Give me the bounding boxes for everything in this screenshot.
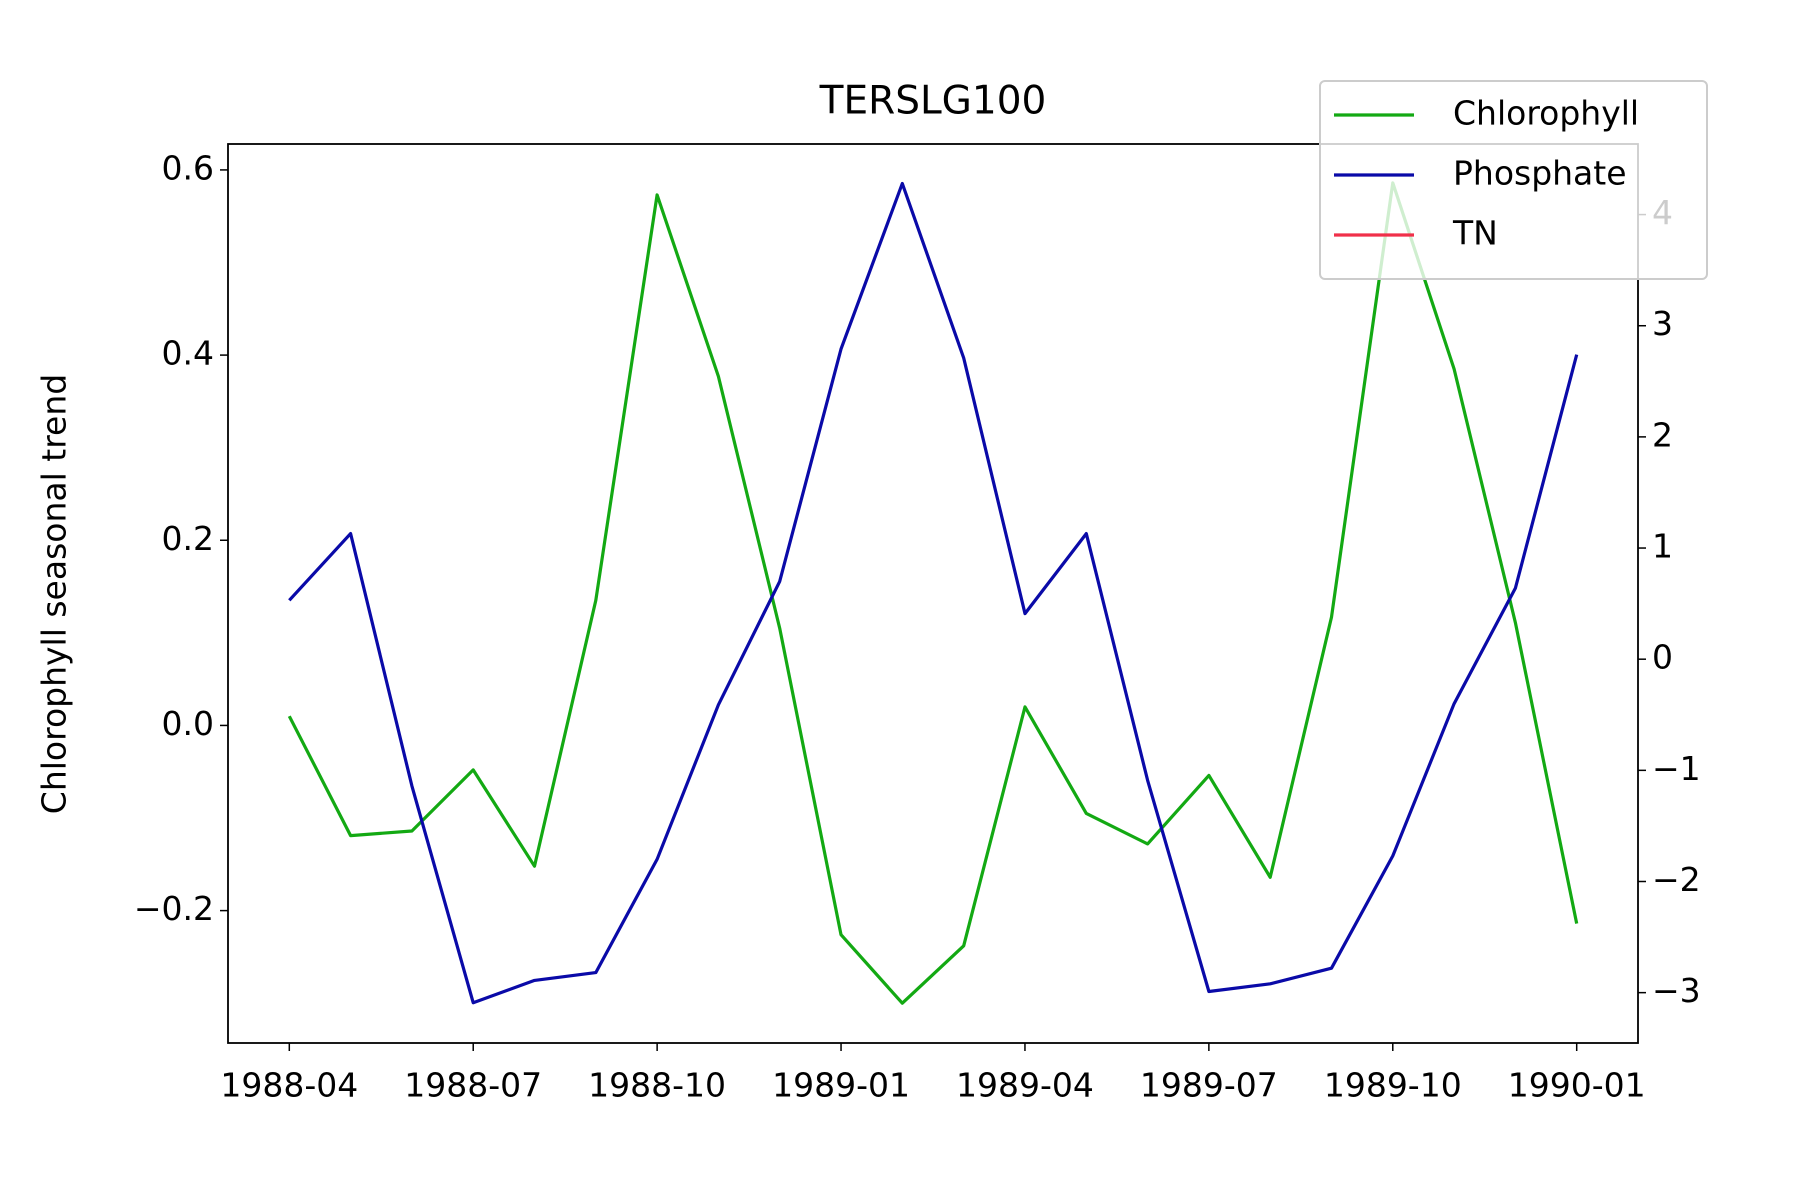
plot-frame <box>227 143 1639 1044</box>
y2-tick-label: 1 <box>1652 527 1673 566</box>
x-tick-label: 1988-07 <box>404 1066 542 1105</box>
series-line <box>287 181 1579 1005</box>
legend-label: TN <box>1452 214 1498 253</box>
y-tick-label: 0.2 <box>162 519 214 558</box>
y2-tick-label: 0 <box>1652 638 1673 677</box>
y2-tick-label: −2 <box>1652 860 1701 899</box>
y-tick-label: −0.2 <box>134 889 214 928</box>
legend-label: Phosphate <box>1453 154 1627 193</box>
x-tick-label: 1990-01 <box>1508 1066 1646 1105</box>
y2-tick-label: 3 <box>1652 304 1673 343</box>
x-tick-label: 1989-04 <box>956 1066 1094 1105</box>
y2-tick-label: 2 <box>1652 415 1673 454</box>
series-line <box>288 181 1579 1005</box>
legend-box <box>1319 80 1708 280</box>
x-tick-label: 1988-10 <box>588 1066 726 1105</box>
y-tick-label: 0.0 <box>162 704 214 743</box>
y-axis-label: Chlorophyll seasonal trend <box>35 374 74 814</box>
chart-title: TERSLG100 <box>819 79 1047 124</box>
x-tick-label: 1989-07 <box>1140 1066 1278 1105</box>
x-tick-label: 1988-04 <box>220 1066 358 1105</box>
y-tick-label: 0.6 <box>162 148 214 187</box>
legend-label: Chlorophyll <box>1453 94 1639 133</box>
y-tick-label: 0.4 <box>162 334 214 373</box>
y2-tick-label: −1 <box>1652 749 1701 788</box>
y2-tick-label: −3 <box>1652 971 1701 1010</box>
x-tick-label: 1989-10 <box>1324 1066 1462 1105</box>
x-tick-label: 1989-01 <box>772 1066 910 1105</box>
